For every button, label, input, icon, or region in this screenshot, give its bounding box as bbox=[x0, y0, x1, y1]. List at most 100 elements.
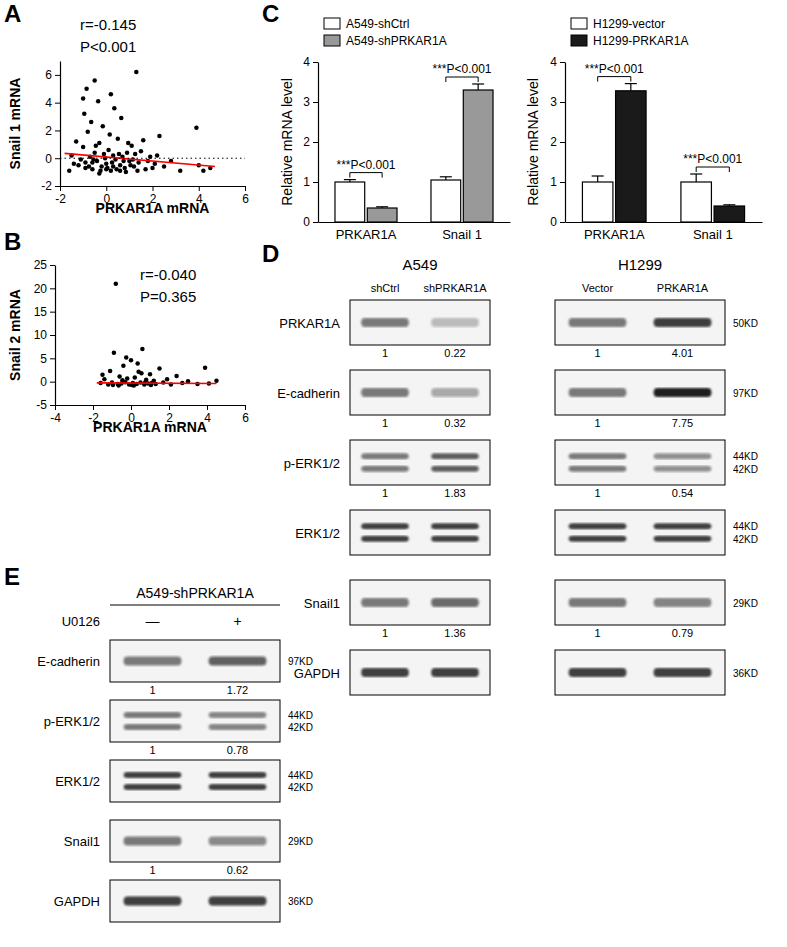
quantification: 1.83 bbox=[444, 487, 465, 499]
band bbox=[654, 453, 712, 472]
band-part bbox=[361, 598, 409, 607]
row-label: PRKAR1A bbox=[279, 316, 340, 331]
band bbox=[361, 598, 409, 607]
band bbox=[124, 712, 182, 730]
point bbox=[101, 124, 106, 129]
significance-bracket bbox=[446, 77, 478, 82]
row-label: p-ERK1/2 bbox=[44, 714, 100, 729]
quantification: 1.36 bbox=[444, 627, 465, 639]
tick-label: 6 bbox=[242, 411, 249, 425]
tick-mark bbox=[50, 335, 55, 336]
point bbox=[99, 164, 104, 169]
band-part bbox=[431, 536, 479, 542]
bar bbox=[463, 90, 493, 222]
annotation: P<0.001 bbox=[80, 38, 136, 55]
band bbox=[431, 668, 479, 677]
error-cap bbox=[723, 204, 735, 205]
tick-label: 2 bbox=[550, 135, 557, 149]
band-part bbox=[431, 598, 479, 607]
tick-mark bbox=[153, 186, 154, 191]
point bbox=[148, 372, 153, 377]
tick-label: 6 bbox=[242, 192, 249, 206]
tick: 2 bbox=[45, 124, 60, 138]
quantification: 4.01 bbox=[672, 347, 693, 359]
point bbox=[129, 358, 134, 363]
point bbox=[201, 168, 206, 173]
tick-label: 10 bbox=[34, 328, 48, 342]
band-part bbox=[654, 536, 712, 542]
band bbox=[654, 598, 712, 607]
band-part bbox=[124, 784, 182, 790]
band bbox=[569, 388, 627, 397]
point bbox=[85, 130, 90, 135]
tick-label: 15 bbox=[34, 305, 48, 319]
tick-mark bbox=[313, 222, 318, 223]
tick: 5 bbox=[40, 352, 55, 366]
significance-bracket bbox=[350, 173, 382, 178]
bar bbox=[616, 91, 646, 222]
point bbox=[157, 134, 162, 139]
scatter-chart: -4-20246-50510152025Br=-0.040P=0.365PRKA… bbox=[4, 228, 249, 435]
point bbox=[155, 153, 160, 158]
point bbox=[143, 167, 148, 172]
axis-line bbox=[60, 62, 61, 187]
band-part bbox=[361, 536, 409, 542]
lane-label: + bbox=[233, 613, 241, 629]
tick: 3 bbox=[303, 95, 318, 109]
tick-label: Snail 1 bbox=[442, 227, 482, 242]
blot-frame bbox=[555, 440, 725, 485]
band-part bbox=[654, 318, 712, 327]
tick: 10 bbox=[34, 328, 55, 342]
tick-mark bbox=[50, 358, 55, 359]
band-part bbox=[569, 598, 627, 607]
point bbox=[119, 116, 124, 121]
annotation: ***P<0.001 bbox=[683, 152, 742, 166]
point bbox=[89, 120, 94, 125]
tick-mark bbox=[199, 186, 200, 191]
quantification: 1 bbox=[382, 627, 388, 639]
tick-label: 2 bbox=[45, 124, 52, 138]
band-part bbox=[209, 837, 267, 846]
quantification: 1 bbox=[149, 744, 155, 756]
size-label: 36KD bbox=[288, 896, 313, 907]
point bbox=[106, 148, 111, 153]
band-part bbox=[654, 453, 712, 459]
row-label: p-ERK1/2 bbox=[284, 456, 340, 471]
row-label: E-cadherin bbox=[37, 654, 100, 669]
point bbox=[82, 112, 87, 117]
point bbox=[81, 96, 86, 101]
axis-line bbox=[319, 222, 511, 223]
band bbox=[209, 837, 267, 846]
legend-label: H1299-PRKAR1A bbox=[593, 34, 688, 48]
bar-chart: 01234PRKAR1ASnail 1A549-shCtrlA549-shPRK… bbox=[262, 0, 511, 242]
tick-mark bbox=[313, 62, 318, 63]
size-label: 29KD bbox=[733, 598, 758, 609]
tick-mark bbox=[207, 405, 208, 410]
fit-line bbox=[65, 153, 215, 166]
band bbox=[124, 837, 182, 846]
tick: 6 bbox=[242, 186, 249, 206]
band-part bbox=[361, 668, 409, 677]
point bbox=[97, 171, 102, 176]
band bbox=[654, 318, 712, 327]
tick: -2 bbox=[55, 186, 66, 206]
point bbox=[90, 160, 95, 165]
tick-mark bbox=[560, 222, 565, 223]
band-part bbox=[431, 453, 479, 459]
tick: 2 bbox=[550, 135, 565, 149]
point bbox=[139, 371, 144, 376]
quantification: 0.62 bbox=[227, 864, 248, 876]
annotation: ***P<0.001 bbox=[336, 158, 395, 172]
band-part bbox=[431, 523, 479, 529]
size-label: 44KD bbox=[733, 521, 758, 532]
point bbox=[84, 87, 89, 92]
quantification: 7.75 bbox=[672, 417, 693, 429]
band-part bbox=[654, 466, 712, 472]
tick: 4 bbox=[550, 55, 565, 69]
scatter-chart: -20246-20246Ar=-0.145P<0.001PRKAR1A mRNA… bbox=[4, 0, 249, 216]
size-label: 42KD bbox=[288, 782, 313, 793]
figure-svg: -20246-20246Ar=-0.145P<0.001PRKAR1A mRNA… bbox=[0, 0, 787, 947]
tick: -5 bbox=[36, 398, 55, 412]
y-axis-title: Relative mRNA level bbox=[279, 78, 295, 206]
tick-mark bbox=[313, 102, 318, 103]
